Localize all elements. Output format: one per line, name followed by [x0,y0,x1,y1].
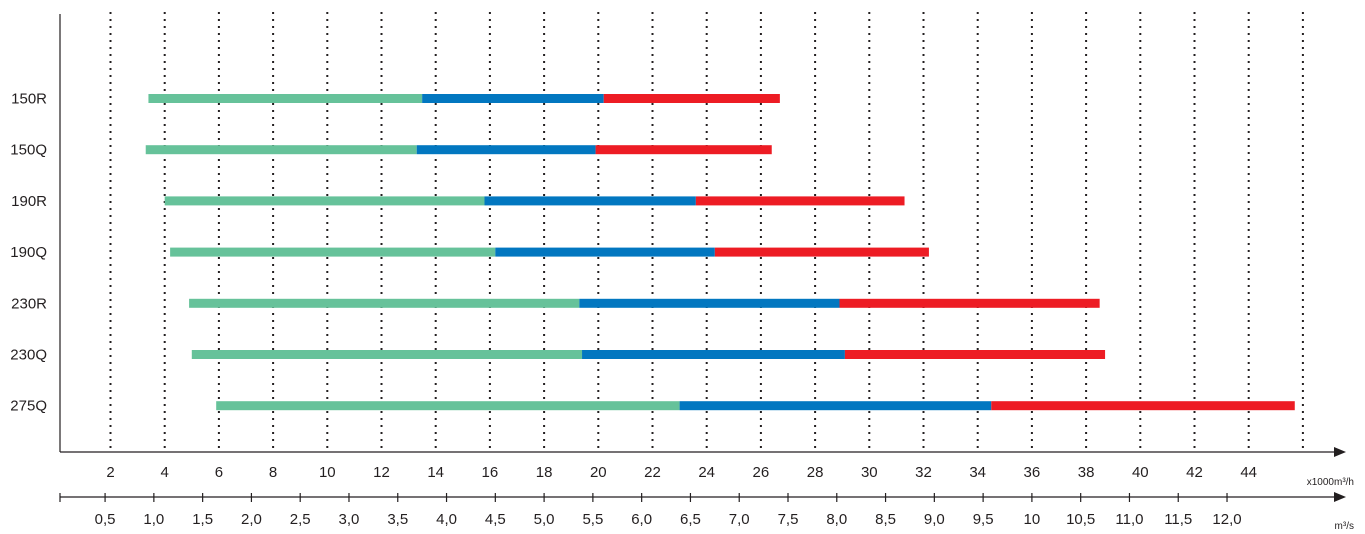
bar-segment [495,247,715,257]
bar-segment [714,247,929,257]
category-label: 275Q [10,398,47,415]
category-label: 230Q [10,347,47,364]
secondary-tick-label: 11,0 [1115,511,1143,528]
secondary-tick-label: 8,0 [826,511,847,528]
gridlines [109,12,1304,452]
secondary-tick-label: 7,5 [778,511,799,528]
bar-segment [216,401,680,411]
category-label: 150R [11,91,47,108]
bar-segment [148,94,423,103]
secondary-tick-label: 8,5 [875,511,896,528]
primary-x-axis-arrow [1334,447,1346,457]
primary-tick-label: 38 [1078,464,1095,481]
primary-tick-label: 34 [969,464,986,481]
bar-segment [582,350,845,359]
secondary-x-axis-unit: m³/s [1335,521,1354,532]
secondary-tick-label: 3,5 [387,511,408,528]
primary-tick-label: 18 [536,464,553,481]
bar-segment [579,298,840,308]
secondary-tick-label: 9,5 [973,511,994,528]
primary-tick-label: 16 [482,464,499,481]
bar-segment [422,94,604,103]
secondary-tick-label: 3,0 [339,511,360,528]
secondary-tick-label: 6,0 [631,511,652,528]
bar-segment [839,298,1100,308]
bar-segment [170,247,496,257]
bar-segment [595,145,772,155]
bar-segment [844,350,1106,359]
category-labels: 150R 150Q 190R 190Q 230R 230Q 275Q [10,91,47,415]
bar-segment [416,145,596,155]
secondary-tick-labels: 0,5 1,0 1,5 2,0 2,5 3,0 3,5 4,0 4,5 5,0 5,5 6,0 6,5 7… [95,493,1242,528]
secondary-tick-label: 11,5 [1164,511,1192,528]
primary-tick-label: 26 [753,464,770,481]
category-label: 230R [11,295,47,312]
primary-tick-label: 32 [915,464,932,481]
bar-segment [603,94,780,103]
secondary-tick-label: 2,0 [241,511,262,528]
primary-tick-label: 2 [106,464,114,481]
secondary-tick-label: 10 [1024,511,1041,528]
primary-tick-label: 8 [269,464,277,481]
secondary-x-axis: m³/s [59,492,1354,532]
secondary-tick-label: 12,0 [1212,511,1241,528]
bars [145,94,1295,411]
bar-segment [191,350,583,359]
bar-segment [164,196,485,206]
secondary-tick-label: 1,0 [143,511,164,528]
primary-tick-label: 6 [215,464,223,481]
secondary-tick-label: 7,0 [729,511,750,528]
category-label: 150Q [10,142,47,159]
secondary-tick-label: 6,5 [680,511,701,528]
secondary-tick-label: 10,5 [1066,511,1095,528]
primary-tick-label: 24 [698,464,715,481]
category-label: 190Q [10,244,47,261]
bar-segment [484,196,696,206]
primary-tick-label: 42 [1186,464,1203,481]
primary-tick-label: 36 [1024,464,1041,481]
bar-segment [991,401,1295,411]
primary-x-axis: x1000m³/h [59,14,1354,488]
secondary-tick-label: 5,5 [582,511,603,528]
secondary-tick-label: 2,5 [290,511,311,528]
primary-tick-labels: 2 4 6 8 10 12 14 16 18 20 22 24 26 28 30 32 34 36 38 40 42 44 [106,464,1257,481]
primary-x-axis-unit: x1000m³/h [1307,477,1354,488]
primary-tick-label: 22 [644,464,661,481]
category-label: 190R [11,193,47,210]
primary-tick-label: 12 [373,464,390,481]
secondary-tick-label: 9,0 [924,511,945,528]
secondary-tick-label: 4,0 [436,511,457,528]
bar-segment [145,145,417,155]
primary-tick-label: 28 [807,464,824,481]
primary-tick-label: 20 [590,464,607,481]
primary-tick-label: 44 [1240,464,1257,481]
bar-segment [695,196,905,206]
bar-segment [189,298,580,308]
bar-segment [679,401,992,411]
secondary-tick-label: 0,5 [95,511,116,528]
primary-tick-label: 30 [861,464,878,481]
secondary-tick-label: 1,5 [192,511,213,528]
secondary-tick-label: 4,5 [485,511,506,528]
secondary-x-axis-arrow [1334,492,1346,502]
primary-tick-label: 40 [1132,464,1149,481]
primary-tick-label: 14 [427,464,444,481]
primary-tick-label: 10 [319,464,336,481]
primary-tick-label: 4 [161,464,169,481]
secondary-tick-label: 5,0 [534,511,555,528]
